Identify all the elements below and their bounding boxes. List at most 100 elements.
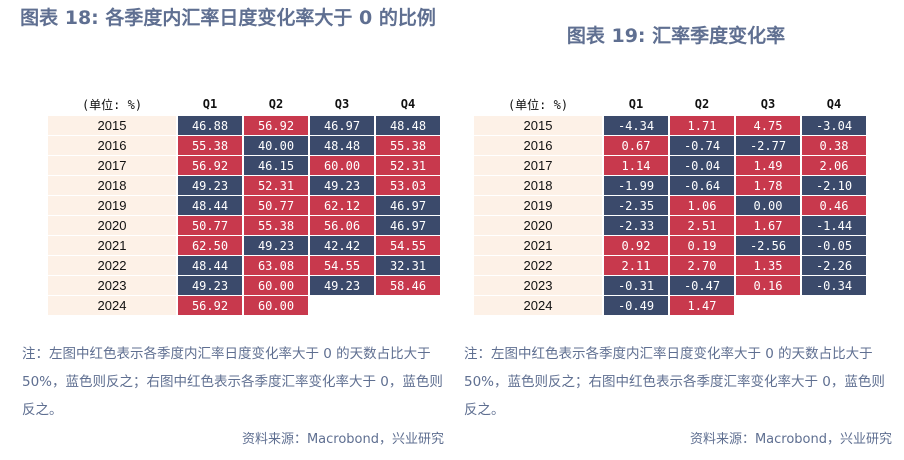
table-row: 2018 49.23 52.31 49.23 53.03 [48, 176, 440, 195]
year-cell: 2021 [48, 236, 176, 255]
value-cell: 60.00 [310, 156, 374, 175]
year-cell: 2015 [48, 116, 176, 135]
table-row: 2021 0.92 0.19 -2.56 -0.05 [474, 236, 866, 255]
year-cell: 2016 [474, 136, 602, 155]
table-header-row: (单位: %) Q1 Q2 Q3 Q4 [474, 93, 866, 115]
table-row: 2020 -2.33 2.51 1.67 -1.44 [474, 216, 866, 235]
value-cell: -0.49 [604, 296, 668, 315]
value-cell: 1.06 [670, 196, 734, 215]
value-cell: 0.19 [670, 236, 734, 255]
year-cell: 2024 [48, 296, 176, 315]
value-cell: 52.31 [376, 156, 440, 175]
value-cell: 4.75 [736, 116, 800, 135]
value-cell: 1.71 [670, 116, 734, 135]
value-cell: -2.35 [604, 196, 668, 215]
figure-title: 图表 19: 汇率季度变化率 [566, 25, 786, 47]
value-cell: 56.92 [178, 296, 242, 315]
value-cell: 0.00 [736, 196, 800, 215]
table-row: 2021 62.50 49.23 42.42 54.55 [48, 236, 440, 255]
table-row: 2016 0.67 -0.74 -2.77 0.38 [474, 136, 866, 155]
value-cell: -4.34 [604, 116, 668, 135]
value-cell: 55.38 [178, 136, 242, 155]
year-cell: 2022 [48, 256, 176, 275]
table-row: 2015 46.88 56.92 46.97 48.48 [48, 116, 440, 135]
year-cell: 2016 [48, 136, 176, 155]
value-cell: 0.92 [604, 236, 668, 255]
value-cell: 0.16 [736, 276, 800, 295]
value-cell: 58.46 [376, 276, 440, 295]
column-header: Q4 [400, 97, 416, 111]
table-row: 2018 -1.99 -0.64 1.78 -2.10 [474, 176, 866, 195]
year-cell: 2019 [474, 196, 602, 215]
empty-cell [310, 296, 374, 315]
table-row: 2017 56.92 46.15 60.00 52.31 [48, 156, 440, 175]
year-cell: 2020 [474, 216, 602, 235]
value-cell: 55.38 [376, 136, 440, 155]
value-cell: 1.49 [736, 156, 800, 175]
table-row: 2024 -0.49 1.47 [474, 296, 866, 315]
value-cell: 60.00 [244, 276, 308, 295]
year-cell: 2021 [474, 236, 602, 255]
value-cell: 52.31 [244, 176, 308, 195]
value-cell: -2.33 [604, 216, 668, 235]
table-row: 2017 1.14 -0.04 1.49 2.06 [474, 156, 866, 175]
value-cell: 56.92 [244, 116, 308, 135]
column-header: Q3 [760, 97, 776, 111]
value-cell: -0.34 [802, 276, 866, 295]
value-cell: 0.67 [604, 136, 668, 155]
column-header: Q2 [268, 97, 284, 111]
table-body: 2015 46.88 56.92 46.97 48.48 2016 55.38 40.00 48… [48, 116, 440, 315]
empty-cell [376, 296, 440, 315]
value-cell: 49.23 [178, 276, 242, 295]
table-row: 2020 50.77 55.38 56.06 46.97 [48, 216, 440, 235]
value-cell: 48.48 [376, 116, 440, 135]
year-cell: 2020 [48, 216, 176, 235]
value-cell: 48.44 [178, 256, 242, 275]
value-cell: 48.44 [178, 196, 242, 215]
table-body: 2015 -4.34 1.71 4.75 -3.04 2016 0.67 -0.74 -2.77… [474, 116, 866, 315]
value-cell: 1.14 [604, 156, 668, 175]
year-cell: 2019 [48, 196, 176, 215]
value-cell: 54.55 [310, 256, 374, 275]
value-cell: -0.74 [670, 136, 734, 155]
value-cell: 1.35 [736, 256, 800, 275]
table-row: 2019 48.44 50.77 62.12 46.97 [48, 196, 440, 215]
footnote: 注：左图中红色表示各季度内汇率日度变化率大于 0 的天数占比大于 50%，蓝色则… [464, 346, 885, 418]
column-header: Q1 [202, 97, 218, 111]
value-cell: 63.08 [244, 256, 308, 275]
year-cell: 2024 [474, 296, 602, 315]
value-cell: 32.31 [376, 256, 440, 275]
source-text: 资料来源：Macrobond，兴业研究 [241, 432, 444, 447]
value-cell: 0.38 [802, 136, 866, 155]
year-cell: 2018 [48, 176, 176, 195]
source-text: 资料来源：Macrobond，兴业研究 [689, 432, 892, 447]
value-cell: 2.70 [670, 256, 734, 275]
value-cell: -0.64 [670, 176, 734, 195]
value-cell: -2.56 [736, 236, 800, 255]
value-cell: -0.31 [604, 276, 668, 295]
value-cell: -2.26 [802, 256, 866, 275]
year-cell: 2018 [474, 176, 602, 195]
value-cell: 62.50 [178, 236, 242, 255]
value-cell: 46.15 [244, 156, 308, 175]
column-header: Q1 [628, 97, 644, 111]
value-cell: -2.77 [736, 136, 800, 155]
value-cell: 1.78 [736, 176, 800, 195]
value-cell: -1.44 [802, 216, 866, 235]
value-cell: 56.92 [178, 156, 242, 175]
value-cell: 49.23 [244, 236, 308, 255]
year-cell: 2023 [48, 276, 176, 295]
empty-cell [736, 296, 800, 315]
value-cell: -1.99 [604, 176, 668, 195]
value-cell: -2.10 [802, 176, 866, 195]
value-cell: -3.04 [802, 116, 866, 135]
table-row: 2019 -2.35 1.06 0.00 0.46 [474, 196, 866, 215]
value-cell: 62.12 [310, 196, 374, 215]
year-cell: 2015 [474, 116, 602, 135]
value-cell: 1.47 [670, 296, 734, 315]
table-header-row: (单位: %) Q1 Q2 Q3 Q4 [48, 93, 440, 115]
value-cell: 60.00 [244, 296, 308, 315]
value-cell: 46.97 [310, 116, 374, 135]
value-cell: 42.42 [310, 236, 374, 255]
value-cell: 2.11 [604, 256, 668, 275]
